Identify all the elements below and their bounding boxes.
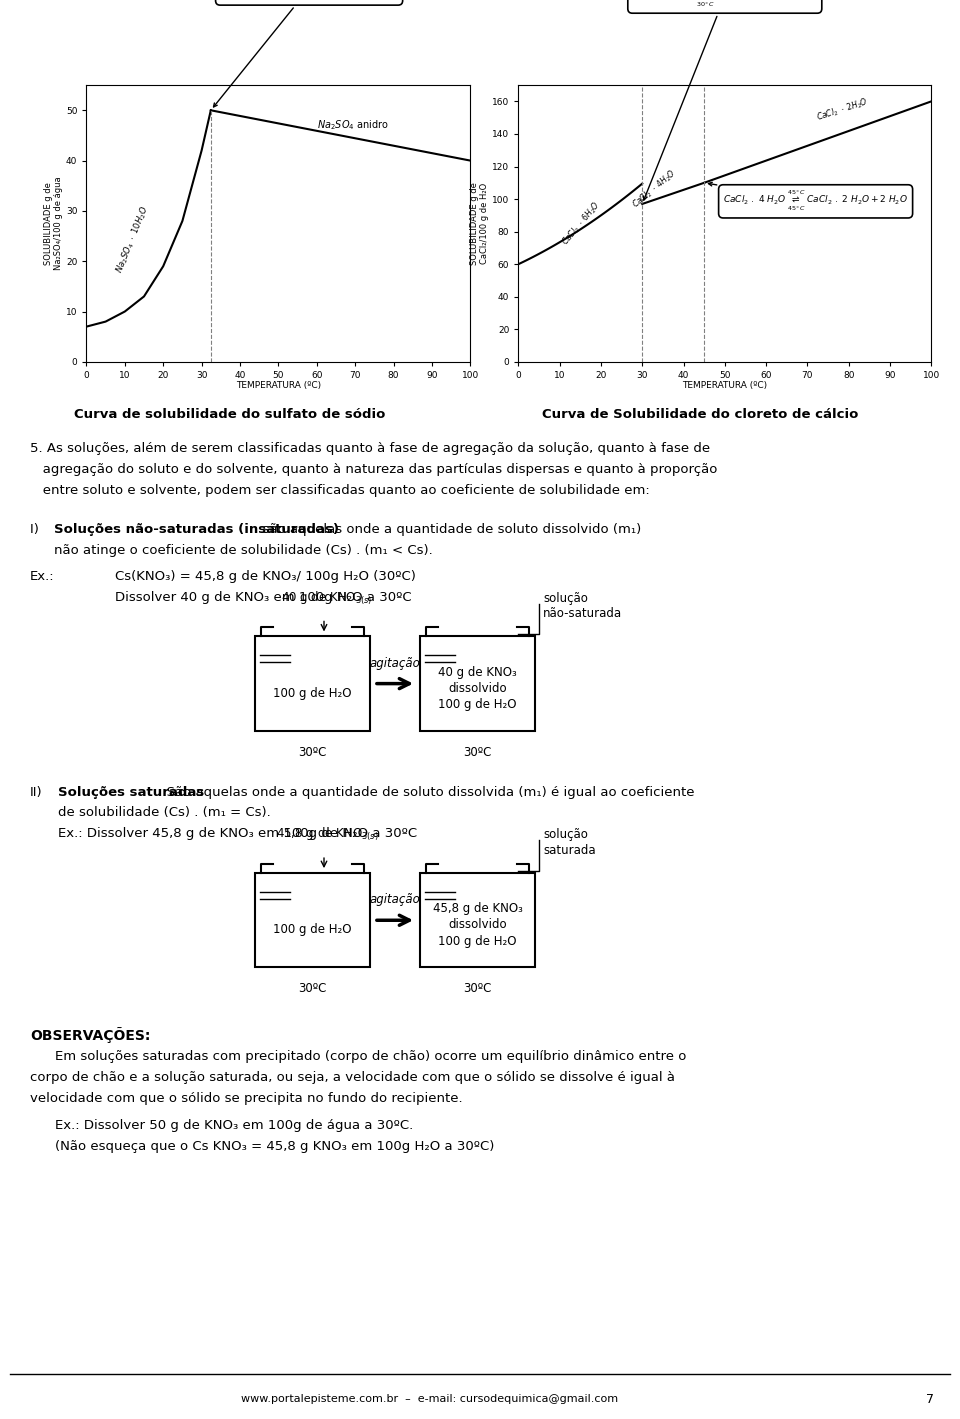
- Text: entre soluto e solvente, podem ser classificadas quanto ao coeficiente de solubi: entre soluto e solvente, podem ser class…: [30, 484, 650, 497]
- Text: $CaCl_2\ \cdot\ 2H_2O$: $CaCl_2\ \cdot\ 2H_2O$: [816, 96, 870, 125]
- Text: www.portalepisteme.com.br  –  e-mail: cursodequimica@gmail.com: www.portalepisteme.com.br – e-mail: curs…: [241, 1393, 618, 1403]
- Text: 30ºC: 30ºC: [464, 746, 492, 759]
- Text: : são aquelas onde a quantidade de soluto dissolvido (m₁): : são aquelas onde a quantidade de solut…: [253, 524, 641, 536]
- Text: 30ºC: 30ºC: [464, 982, 492, 995]
- Text: Ex.: Dissolver 50 g de KNO₃ em 100g de água a 30ºC.: Ex.: Dissolver 50 g de KNO₃ em 100g de á…: [55, 1118, 413, 1131]
- Text: 30ºC: 30ºC: [299, 746, 326, 759]
- Text: II): II): [30, 786, 42, 799]
- Y-axis label: SOLUBILIDADE g de
CaCl₂/100 g de H₂O: SOLUBILIDADE g de CaCl₂/100 g de H₂O: [470, 182, 490, 265]
- Text: Ex.: Dissolver 45,8 g de KNO₃ em 100g de H₂O a 30ºC: Ex.: Dissolver 45,8 g de KNO₃ em 100g de…: [58, 827, 418, 840]
- Text: 100 g de H₂O: 100 g de H₂O: [439, 698, 516, 711]
- Text: Curso de Química – Prof. Alexandre Oliveira: Curso de Química – Prof. Alexandre Olive…: [259, 18, 701, 37]
- Text: OBSERVAÇÕES:: OBSERVAÇÕES:: [30, 1027, 151, 1043]
- Text: (Não esqueça que o Cs KNO₃ = 45,8 g KNO₃ em 100g H₂O a 30ºC): (Não esqueça que o Cs KNO₃ = 45,8 g KNO₃…: [55, 1139, 494, 1152]
- Text: velocidade com que o sólido se precipita no fundo do recipiente.: velocidade com que o sólido se precipita…: [30, 1091, 463, 1105]
- Text: $Na_2SO_4$ anidro: $Na_2SO_4$ anidro: [317, 118, 389, 132]
- Text: 7: 7: [926, 1392, 934, 1406]
- Text: : São aquelas onde a quantidade de soluto dissolvida (m₁) é igual ao coeficiente: : São aquelas onde a quantidade de solut…: [157, 786, 694, 799]
- Bar: [420, 873, 535, 968]
- Text: solução: solução: [543, 592, 588, 604]
- Text: agregação do soluto e do solvente, quanto à natureza das partículas dispersas e : agregação do soluto e do solvente, quant…: [30, 464, 717, 477]
- Text: não atinge o coeficiente de solubilidade (Cs) . (m₁ < Cs).: não atinge o coeficiente de solubilidade…: [54, 543, 433, 556]
- Text: solução: solução: [543, 829, 588, 841]
- X-axis label: TEMPERATURA (ºC): TEMPERATURA (ºC): [236, 382, 321, 390]
- Text: 45,8 g de KNO₃: 45,8 g de KNO₃: [433, 902, 522, 915]
- Text: $Na_2SO_4\ \cdot\ 10H_2O$: $Na_2SO_4\ \cdot\ 10H_2O$: [113, 203, 152, 275]
- Text: corpo de chão e a solução saturada, ou seja, a velocidade com que o sólido se di: corpo de chão e a solução saturada, ou s…: [30, 1071, 675, 1084]
- Text: Curva de Solubilidade do cloreto de cálcio: Curva de Solubilidade do cloreto de cálc…: [541, 407, 858, 420]
- Text: 40 g de KNO₃: 40 g de KNO₃: [438, 666, 516, 678]
- Text: 100 g de H₂O: 100 g de H₂O: [274, 924, 351, 937]
- Text: dissolvido: dissolvido: [448, 918, 507, 931]
- Text: $CaCl_2\ .\ 6\ H_2O\ \underset{30°C}{\overset{30°C}{\rightleftharpoons}}\ CaCl_2: $CaCl_2\ .\ 6\ H_2O\ \underset{30°C}{\ov…: [633, 0, 817, 200]
- Text: não-saturada: não-saturada: [543, 607, 622, 620]
- Text: Soluções não-saturadas (insaturadas): Soluções não-saturadas (insaturadas): [54, 524, 339, 536]
- Text: agitação: agitação: [370, 894, 420, 907]
- Text: dissolvido: dissolvido: [448, 681, 507, 695]
- Bar: [255, 636, 370, 731]
- Text: de solubilidade (Cs) . (m₁ = Cs).: de solubilidade (Cs) . (m₁ = Cs).: [58, 806, 271, 819]
- Text: 100 g de H₂O: 100 g de H₂O: [274, 687, 351, 700]
- Text: 40 g de KNO$_{3(s)}$: 40 g de KNO$_{3(s)}$: [281, 589, 372, 606]
- Bar: [255, 873, 370, 968]
- Text: 45,8 g de KNO$_{3(s)}$: 45,8 g de KNO$_{3(s)}$: [276, 826, 378, 843]
- Y-axis label: SOLUBILIDADE g de
Na₂SO₄/100 g de água: SOLUBILIDADE g de Na₂SO₄/100 g de água: [44, 177, 63, 270]
- Text: $Na_2SO_4\ .\ 10H_2O\ \underset{32,4°C}{\overset{32,4°C}{\rightleftharpoons}}\ N: $Na_2SO_4\ .\ 10H_2O\ \underset{32,4°C}{…: [213, 0, 398, 106]
- Text: Em soluções saturadas com precipitado (corpo de chão) ocorre um equilíbrio dinâm: Em soluções saturadas com precipitado (c…: [55, 1050, 686, 1063]
- Text: Soluções saturadas: Soluções saturadas: [58, 786, 204, 799]
- Text: 30ºC: 30ºC: [299, 982, 326, 995]
- Text: agitação: agitação: [370, 657, 420, 670]
- Text: I): I): [30, 524, 47, 536]
- Text: Cs(KNO₃) = 45,8 g de KNO₃/ 100g H₂O (30ºC): Cs(KNO₃) = 45,8 g de KNO₃/ 100g H₂O (30º…: [115, 570, 416, 583]
- Bar: [420, 636, 535, 731]
- Text: $CaCl_2\ \cdot\ 6H_2O$: $CaCl_2\ \cdot\ 6H_2O$: [560, 199, 604, 248]
- Text: 100 g de H₂O: 100 g de H₂O: [439, 935, 516, 948]
- Text: saturada: saturada: [543, 844, 595, 857]
- X-axis label: TEMPERATURA (ºC): TEMPERATURA (ºC): [683, 382, 767, 390]
- Text: 5. As soluções, além de serem classificadas quanto à fase de agregação da soluçã: 5. As soluções, além de serem classifica…: [30, 443, 710, 455]
- Text: Curva de solubilidade do sulfato de sódio: Curva de solubilidade do sulfato de sódi…: [74, 407, 386, 420]
- Text: $CaCl_2\ .\ 4\ H_2O\ \underset{45°C}{\overset{45°C}{\rightleftharpoons}}\ CaCl_2: $CaCl_2\ .\ 4\ H_2O\ \underset{45°C}{\ov…: [708, 182, 908, 213]
- Text: Dissolver 40 g de KNO₃ em 100g H₂O a 30ºC: Dissolver 40 g de KNO₃ em 100g H₂O a 30º…: [115, 590, 412, 603]
- Text: Ex.:: Ex.:: [30, 570, 55, 583]
- Text: $CaCl_2\ \cdot\ 4H_2O$: $CaCl_2\ \cdot\ 4H_2O$: [630, 167, 679, 210]
